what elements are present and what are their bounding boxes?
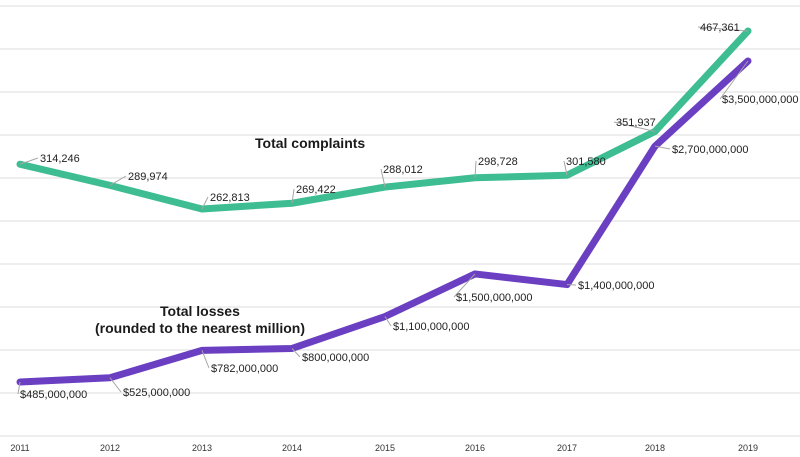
leader-line [384, 316, 392, 327]
leader-line [613, 121, 656, 132]
data-label: 314,246 [40, 153, 80, 165]
data-label: $525,000,000 [123, 387, 190, 399]
data-label: 262,813 [210, 192, 250, 204]
x-axis-tick-labels: 2011 2012 2013 2014 2015 2016 2017 2018 2019 [10, 443, 758, 453]
data-label: $2,700,000,000 [672, 144, 748, 156]
data-label: $3,500,000,000 [722, 94, 798, 106]
leader-line [654, 145, 671, 150]
leader-line [474, 160, 477, 178]
x-tick-label: 2011 [10, 443, 29, 453]
x-tick-label: 2016 [465, 443, 485, 453]
x-tick-label: 2012 [100, 443, 120, 453]
data-label: $1,100,000,000 [393, 321, 469, 333]
data-label: $1,500,000,000 [456, 292, 532, 304]
leader-line [17, 381, 21, 395]
data-labels: 314,246 289,974 262,813 269,422 288,012 298,7… [17, 22, 798, 401]
annotation-total-losses: Total losses [160, 303, 240, 319]
x-tick-label: 2019 [738, 443, 758, 453]
leader-line [109, 175, 127, 186]
data-label: 269,422 [296, 184, 336, 196]
data-label: 467,361 [700, 22, 740, 34]
leader-line [291, 188, 295, 204]
data-label: 351,937 [616, 117, 656, 129]
leader-line [109, 377, 122, 393]
data-label: $800,000,000 [302, 352, 369, 364]
leader-line [453, 273, 476, 298]
leader-line [201, 350, 210, 369]
data-label: $485,000,000 [20, 389, 87, 401]
leader-line [19, 157, 39, 165]
annotation-losses-note: (rounded to the nearest million) [95, 320, 305, 336]
leader-line [380, 168, 386, 188]
annotation-total-complaints: Total complaints [255, 135, 365, 151]
leader-line [719, 60, 749, 100]
leader-line [201, 196, 209, 210]
x-tick-label: 2018 [645, 443, 665, 453]
data-label: 301,580 [566, 156, 606, 168]
x-tick-label: 2017 [557, 443, 577, 453]
data-label: 298,728 [478, 156, 518, 168]
x-tick-label: 2014 [282, 443, 302, 453]
leader-line [291, 348, 301, 358]
gridlines [0, 5, 800, 437]
leader-line [563, 160, 568, 176]
data-label: $1,400,000,000 [578, 280, 654, 292]
data-label: $782,000,000 [211, 363, 278, 375]
data-label: 288,012 [383, 164, 423, 176]
x-tick-label: 2013 [192, 443, 212, 453]
leader-line [697, 26, 749, 32]
x-tick-label: 2015 [375, 443, 395, 453]
data-label: 289,974 [128, 171, 168, 183]
